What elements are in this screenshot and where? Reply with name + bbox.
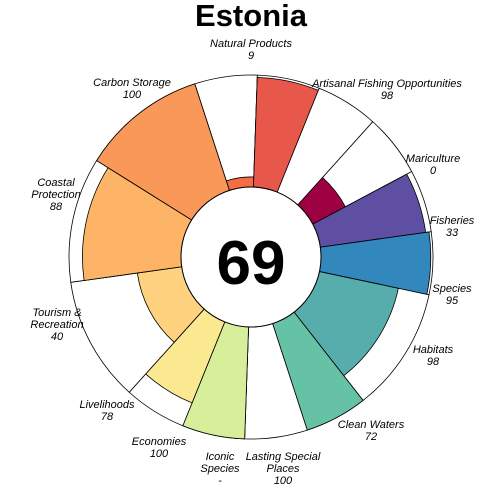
petal-label-natural-products: Natural Products 9 — [210, 38, 292, 62]
petal-label-coastal-protection: Coastal Protection 88 — [31, 177, 81, 213]
chart-title: Estonia — [195, 0, 308, 33]
petal-label-tourism-recreation: Tourism & Recreation 40 — [30, 307, 83, 343]
petal-label-iconic-species: Iconic Species - — [200, 451, 240, 487]
petal-label-lasting-special-places: Lasting Special Places 100 — [246, 451, 321, 487]
petals-group — [68, 74, 434, 440]
petal-label-economies: Economies 100 — [132, 436, 187, 460]
petal-label-clean-waters: Clean Waters 72 — [338, 419, 405, 443]
petal-label-fisheries: Fisheries 33 — [430, 215, 475, 239]
petal-label-carbon-storage: Carbon Storage 100 — [93, 77, 171, 101]
petal-label-livelihoods: Livelihoods 78 — [79, 399, 135, 423]
petal-label-artisanal-fishing-opportunities: Artisanal Fishing Opportunities 98 — [311, 78, 462, 102]
petal-label-mariculture: Mariculture 0 — [406, 153, 460, 177]
petal-label-habitats: Habitats 98 — [413, 344, 454, 368]
overall-score: 69 — [217, 229, 286, 298]
petal-labels-group: Natural Products 9 Artisanal Fishing Oppor… — [30, 38, 474, 487]
petal-label-species: Species 95 — [432, 283, 472, 307]
center-circle — [180, 186, 322, 328]
